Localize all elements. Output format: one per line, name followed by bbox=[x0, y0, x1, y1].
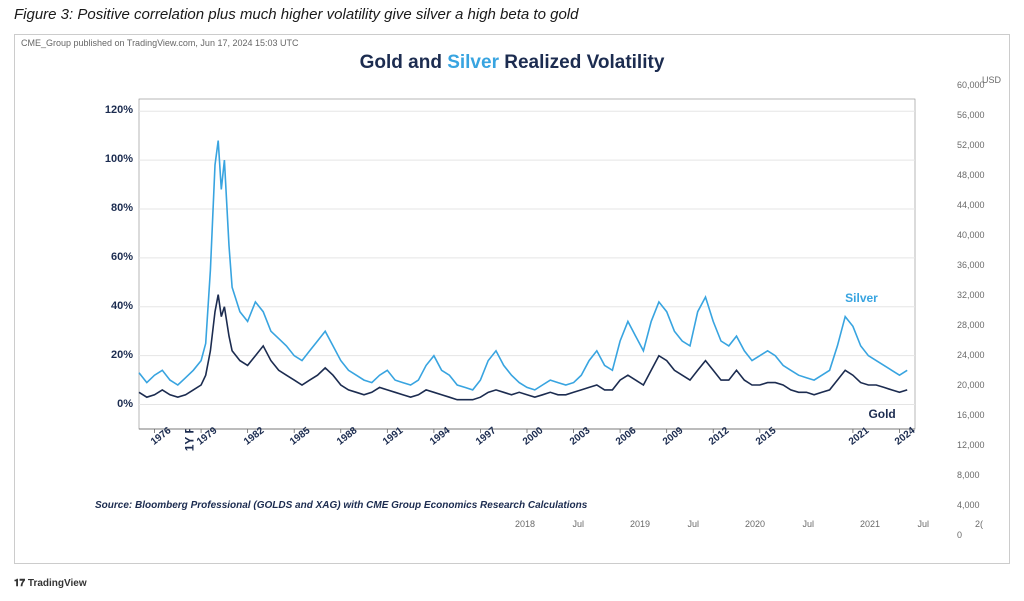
publish-info: CME_Group published on TradingView.com, … bbox=[15, 35, 1009, 48]
y-right-tick: 48,000 bbox=[957, 170, 1001, 180]
plot-area bbox=[95, 95, 925, 465]
outer-x-tick: Jul bbox=[573, 519, 585, 529]
series-label-gold: Gold bbox=[868, 407, 895, 421]
source-note: Source: Bloomberg Professional (GOLDS an… bbox=[95, 500, 587, 511]
y-right-tick: 32,000 bbox=[957, 290, 1001, 300]
y-left-tick: 40% bbox=[99, 300, 133, 312]
y-left-tick: 100% bbox=[99, 153, 133, 165]
outer-x-tick: Jul bbox=[918, 519, 930, 529]
y-left-tick: 60% bbox=[99, 251, 133, 263]
figure-caption: Figure 3: Positive correlation plus much… bbox=[0, 0, 1024, 29]
chart-svg bbox=[95, 95, 925, 465]
y-left-tick: 120% bbox=[99, 104, 133, 116]
y-right-tick: 40,000 bbox=[957, 230, 1001, 240]
y-right-tick: 60,000 bbox=[957, 80, 1001, 90]
y-right-tick: 16,000 bbox=[957, 410, 1001, 420]
outer-x-tick: 2021 bbox=[860, 519, 880, 529]
y-right-tick: 52,000 bbox=[957, 140, 1001, 150]
y-right-tick: 0 bbox=[957, 530, 1001, 540]
y-right-tick: 20,000 bbox=[957, 380, 1001, 390]
title-prefix: Gold and bbox=[360, 52, 448, 73]
y-left-tick: 80% bbox=[99, 202, 133, 214]
title-suffix: Realized Volatility bbox=[499, 52, 664, 73]
y-right-tick: 28,000 bbox=[957, 320, 1001, 330]
y-right-tick: 24,000 bbox=[957, 350, 1001, 360]
outer-x-tick: Jul bbox=[803, 519, 815, 529]
y-right-tick: 4,000 bbox=[957, 500, 1001, 510]
outer-x-tick: 2( bbox=[975, 519, 983, 529]
tradingview-brand: 𝟏𝟕 TradingView bbox=[14, 578, 87, 589]
series-label-silver: Silver bbox=[845, 291, 878, 305]
y-right-tick: 8,000 bbox=[957, 470, 1001, 480]
y-right-tick: 12,000 bbox=[957, 440, 1001, 450]
y-right-tick: 44,000 bbox=[957, 200, 1001, 210]
y-right-tick: 56,000 bbox=[957, 110, 1001, 120]
title-silver: Silver bbox=[447, 52, 499, 73]
y-left-tick: 0% bbox=[99, 398, 133, 410]
chart-title: Gold and Silver Realized Volatility bbox=[15, 52, 1009, 74]
chart-frame: CME_Group published on TradingView.com, … bbox=[14, 34, 1010, 564]
y-left-tick: 20% bbox=[99, 349, 133, 361]
y-right-tick: 36,000 bbox=[957, 260, 1001, 270]
outer-x-tick: 2018 bbox=[515, 519, 535, 529]
outer-x-tick: 2020 bbox=[745, 519, 765, 529]
outer-x-tick: 2019 bbox=[630, 519, 650, 529]
outer-x-tick: Jul bbox=[688, 519, 700, 529]
